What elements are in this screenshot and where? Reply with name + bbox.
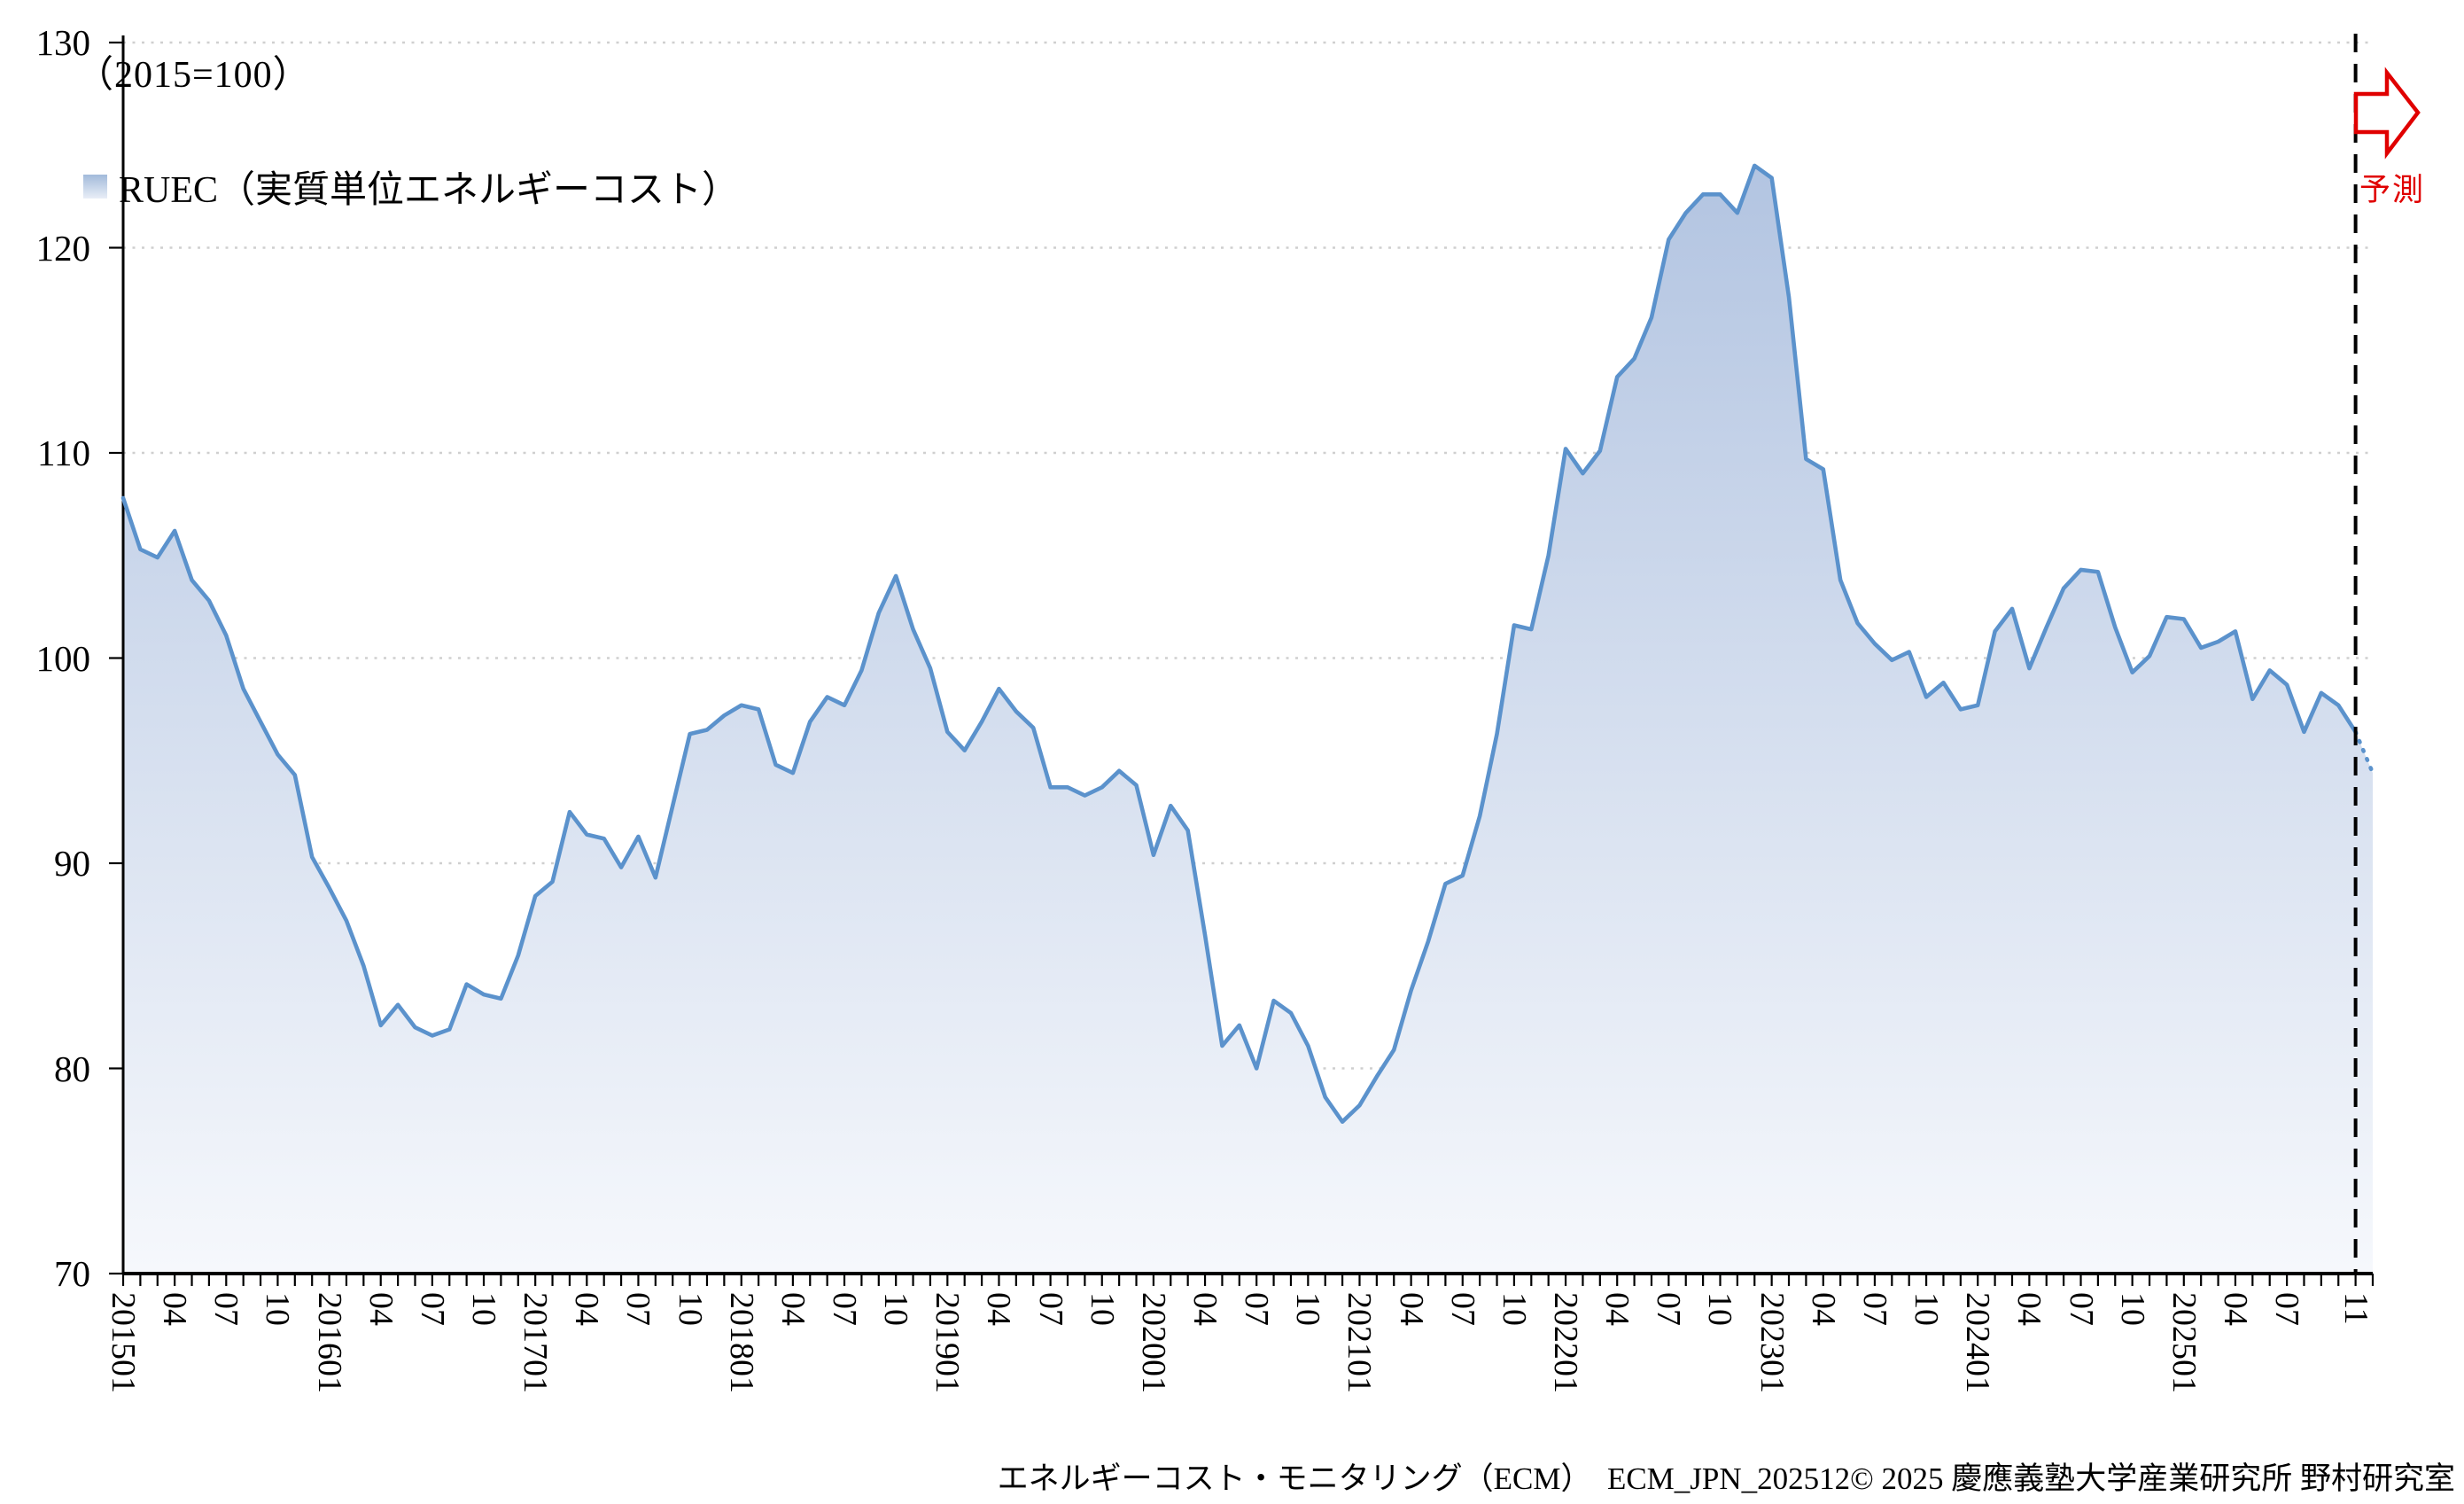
y-tick-label: 130 [35, 22, 91, 63]
x-tick-label: 10 [1083, 1292, 1121, 1326]
ruec-forecast-dotted-line [2353, 729, 2375, 775]
y-tick-label: 120 [35, 227, 91, 269]
x-tick-label: 07 [826, 1292, 864, 1326]
x-tick-label: 07 [2062, 1292, 2100, 1326]
x-tick-label: 04 [980, 1292, 1018, 1326]
x-tick-label: 10 [2113, 1292, 2151, 1326]
x-tick-label: 202301 [1753, 1292, 1791, 1393]
x-tick-label: 11 [2336, 1292, 2375, 1325]
area-series [123, 165, 2373, 1274]
x-tick-label: 201901 [929, 1292, 967, 1393]
y-tick-label: 70 [54, 1253, 90, 1294]
axis-ticks [109, 41, 2375, 1286]
x-tick-label: 04 [773, 1292, 812, 1326]
x-tick-label: 202101 [1341, 1292, 1379, 1393]
x-tick-label: 201601 [310, 1292, 348, 1393]
ruec-line [120, 163, 2358, 1124]
legend-label: RUEC（実質単位エネルギーコスト） [119, 170, 740, 211]
x-tick-label: 07 [1443, 1292, 1481, 1326]
x-tick-label: 202201 [1547, 1292, 1585, 1393]
x-tick-label: 07 [1855, 1292, 1893, 1326]
x-tick-label: 07 [619, 1292, 657, 1326]
x-tick-label: 10 [1701, 1292, 1739, 1326]
x-tick-label: 04 [1804, 1292, 1842, 1326]
x-tick-label: 07 [413, 1292, 451, 1326]
x-tick-label: 07 [207, 1292, 245, 1326]
x-tick-label: 07 [1238, 1292, 1276, 1326]
x-tick-label: 201501 [105, 1292, 142, 1393]
x-tick-label: 04 [2010, 1292, 2048, 1326]
x-tick-label: 202401 [1959, 1292, 1997, 1393]
x-tick-label: 202001 [1134, 1292, 1172, 1393]
x-tick-label: 04 [2216, 1292, 2254, 1326]
y-tick-label: 110 [37, 432, 90, 473]
x-tick-label: 10 [1908, 1292, 1946, 1326]
x-tick-label: 07 [2268, 1292, 2306, 1326]
axis-note: （2015=100） [76, 55, 311, 96]
forecast-arrow-icon [2353, 66, 2421, 160]
x-tick-label: 10 [671, 1292, 709, 1326]
y-tick-label: 80 [54, 1048, 90, 1089]
x-tick-label: 10 [1289, 1292, 1327, 1326]
x-tick-label: 10 [465, 1292, 502, 1326]
x-tick-label: 04 [568, 1292, 606, 1326]
legend-swatch-icon [83, 175, 107, 199]
y-tick-label: 90 [54, 843, 90, 884]
x-tick-label: 04 [361, 1292, 400, 1326]
x-tick-label: 04 [1186, 1292, 1224, 1326]
x-tick-label: 04 [1598, 1292, 1636, 1326]
x-tick-label: 201801 [722, 1292, 760, 1393]
x-tick-label: 04 [156, 1292, 194, 1326]
y-tick-label: 100 [35, 637, 91, 679]
x-tick-label: 201701 [517, 1292, 555, 1393]
x-tick-label: 04 [1392, 1292, 1430, 1326]
x-tick-label: 10 [1495, 1292, 1533, 1326]
forecast-label: 予測 [2359, 173, 2426, 207]
caption: エネルギーコスト・モニタリング（ECM） ECM_JPN_202512© 202… [997, 1461, 2455, 1496]
x-tick-label: 10 [877, 1292, 915, 1326]
x-tick-label: 07 [1031, 1292, 1069, 1326]
x-tick-label: 10 [259, 1292, 297, 1326]
x-tick-label: 07 [1650, 1292, 1688, 1326]
legend: RUEC（実質単位エネルギーコスト） [83, 160, 739, 214]
x-tick-label: 202501 [2165, 1292, 2203, 1393]
